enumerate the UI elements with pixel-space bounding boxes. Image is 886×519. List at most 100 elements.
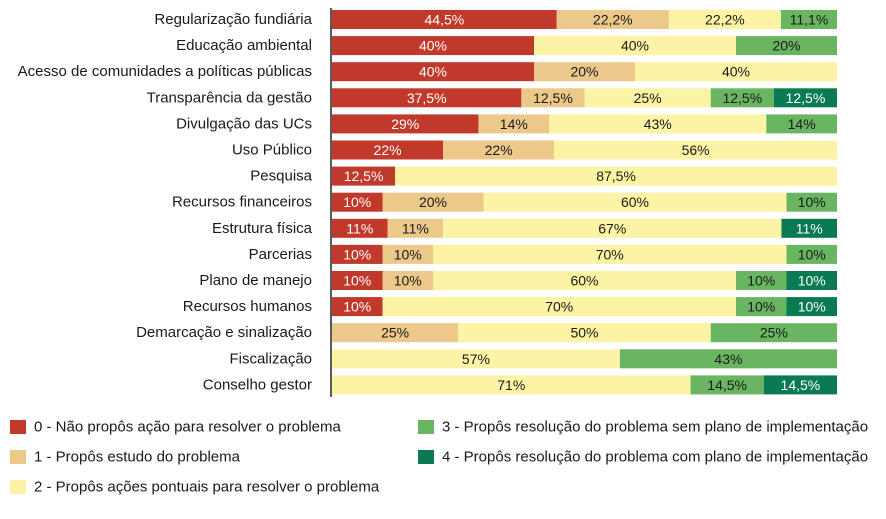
data-label: 14% — [500, 116, 528, 132]
data-label: 60% — [570, 273, 598, 289]
bar-segment — [554, 140, 837, 160]
legend-item: 4 - Propôs resolução do problema com pla… — [418, 449, 868, 466]
legend-swatch — [418, 420, 434, 434]
bar-segment — [736, 297, 787, 317]
legend-label: 3 - Propôs resolução do problema sem pla… — [442, 419, 868, 436]
category-label: Fiscalização — [229, 350, 312, 367]
data-label: 43% — [644, 116, 672, 132]
bar-segment — [668, 10, 781, 29]
bar-segment — [766, 114, 837, 134]
data-label: 22% — [374, 142, 402, 158]
legend-swatch — [10, 420, 26, 434]
data-label: 40% — [621, 38, 649, 54]
bar-segment — [781, 218, 837, 238]
data-label: 11% — [346, 220, 373, 236]
category-label: Transparência da gestão — [147, 89, 312, 106]
data-label: 87,5% — [596, 168, 636, 184]
bar-segment — [382, 244, 433, 264]
bar-segment — [332, 271, 383, 290]
bar-segment — [710, 88, 774, 108]
category-label: Divulgação das UCs — [176, 115, 312, 132]
data-label: 20% — [570, 64, 598, 80]
data-label: 29% — [391, 116, 419, 132]
bar-segment — [332, 375, 691, 395]
data-label: 14% — [788, 116, 816, 132]
bar-segment — [521, 88, 585, 108]
bar-segment — [458, 323, 711, 343]
bar-segment — [332, 166, 396, 186]
data-label: 10% — [747, 299, 775, 315]
bar-segment — [332, 88, 522, 108]
category-label: Plano de manejo — [199, 272, 312, 289]
data-label: 10% — [747, 273, 775, 289]
bar-segment — [332, 323, 459, 343]
category-label: Uso Público — [232, 142, 312, 159]
bar-segment — [332, 192, 383, 212]
bars-layer: 44,5% 22,2% 22,2% 11,1% 40% 40% 20% 40% 20% 40% 37… — [332, 10, 837, 395]
data-label: 11% — [402, 220, 429, 236]
bar-segment — [786, 244, 837, 264]
bar-segment — [332, 140, 444, 160]
category-label: Estrutura física — [212, 220, 313, 237]
legend-label: 0 - Não propôs ação para resolver o prob… — [34, 419, 341, 436]
category-label: Parcerias — [249, 246, 312, 263]
data-label: 12,5% — [786, 90, 826, 106]
category-label: Recursos humanos — [183, 298, 312, 315]
data-label: 40% — [419, 64, 447, 80]
bar-segment — [443, 140, 555, 160]
category-label: Regularização fundiária — [154, 11, 312, 28]
bar-segment — [736, 271, 787, 290]
data-label: 14,5% — [781, 377, 821, 393]
bar-segment — [443, 218, 782, 238]
bar-segment — [786, 192, 837, 212]
data-label: 10% — [798, 194, 826, 210]
data-label: 57% — [462, 351, 490, 367]
bar-segment — [534, 62, 635, 82]
bar-segment — [332, 244, 383, 264]
data-label: 25% — [760, 325, 788, 341]
data-label: 40% — [419, 38, 447, 54]
data-label: 10% — [798, 246, 826, 262]
bar-segment — [786, 297, 837, 317]
data-label: 10% — [343, 273, 371, 289]
bar-segment — [478, 114, 550, 134]
bar-segment — [584, 88, 711, 108]
legend-label: 1 - Propôs estudo do problema — [34, 449, 241, 466]
bar-segment — [780, 10, 837, 29]
category-label: Educação ambiental — [176, 37, 312, 54]
data-label: 10% — [343, 194, 371, 210]
bar-segment — [387, 218, 444, 238]
data-label: 43% — [714, 351, 742, 367]
category-label: Conselho gestor — [203, 376, 312, 393]
bar-segment — [690, 375, 764, 395]
data-label: 50% — [570, 325, 598, 341]
category-label: Acesso de comunidades a políticas públic… — [18, 63, 312, 80]
bar-segment — [332, 114, 479, 134]
data-label: 67% — [598, 220, 626, 236]
data-label: 22,2% — [593, 12, 633, 28]
data-label: 70% — [545, 299, 573, 315]
data-label: 60% — [621, 194, 649, 210]
legend-swatch — [10, 480, 26, 494]
data-label: 20% — [772, 38, 800, 54]
data-label: 44,5% — [425, 12, 465, 28]
data-label: 12,5% — [533, 90, 573, 106]
bar-segment — [736, 36, 837, 56]
bar-segment — [332, 218, 388, 238]
bar-segment — [395, 166, 837, 186]
data-label: 25% — [381, 325, 409, 341]
data-label: 11,1% — [790, 12, 829, 28]
data-label: 10% — [394, 273, 422, 289]
data-label: 71% — [497, 377, 525, 393]
legend-item: 1 - Propôs estudo do problema — [10, 449, 241, 466]
legend-label: 4 - Propôs resolução do problema com pla… — [442, 449, 868, 466]
bar-segment — [534, 36, 736, 56]
category-label: Demarcação e sinalização — [136, 324, 312, 341]
legend-item: 2 - Propôs ações pontuais para resolver … — [10, 479, 380, 496]
bar-segment — [786, 271, 837, 290]
bar-segment — [433, 271, 736, 290]
data-label: 10% — [798, 273, 826, 289]
bar-segment — [433, 244, 787, 264]
bar-segment — [332, 62, 534, 82]
data-label: 12,5% — [344, 168, 384, 184]
